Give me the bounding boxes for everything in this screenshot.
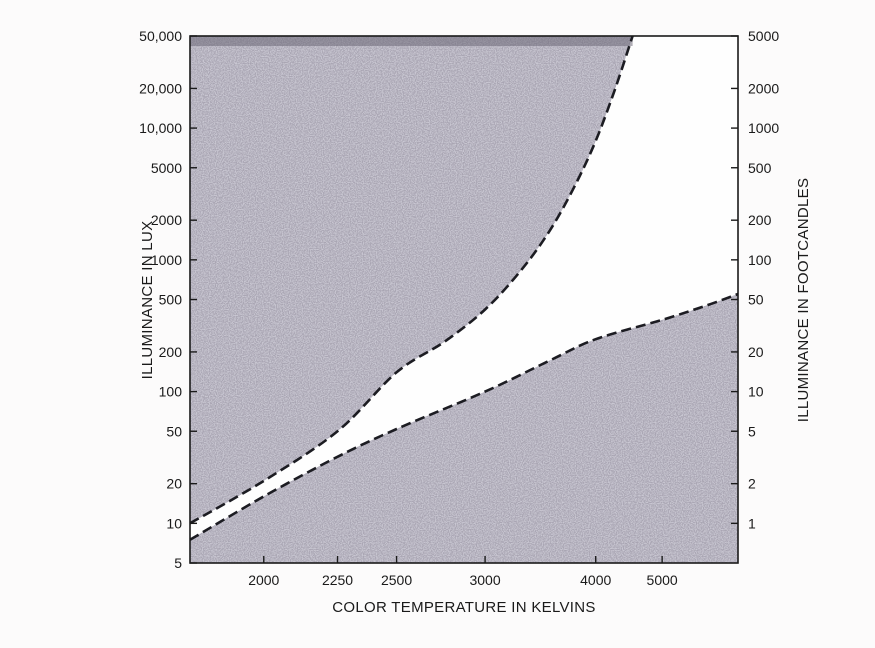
left-y-tick-label-8: 2000 [151, 212, 182, 228]
left-y-tick-label-4: 100 [159, 384, 183, 400]
left-y-tick-label-0: 5 [174, 555, 182, 571]
x-tick-label-2: 2500 [381, 572, 412, 588]
x-axis-ticks: 2000 2250 2500 3000 4000 5000 [248, 556, 678, 588]
left-y-tick-label-6: 500 [159, 292, 183, 308]
right-y-tick-label-5: 50 [748, 292, 764, 308]
top-edge-shading [190, 36, 633, 46]
right-y-tick-label-4: 20 [748, 344, 764, 360]
left-y-tick-label-3: 50 [166, 423, 182, 439]
right-y-axis-ticks: 1 2 5 10 20 50 100 200 500 1000 2000 5000 [731, 28, 779, 531]
left-y-tick-label-12: 50,000 [139, 28, 182, 44]
right-y-tick-label-3: 10 [748, 384, 764, 400]
shaded-region-texture-2 [190, 294, 738, 563]
shaded-regions [190, 36, 738, 563]
right-y-tick-label-11: 5000 [748, 28, 779, 44]
right-y-tick-label-7: 200 [748, 212, 772, 228]
x-tick-label-4: 4000 [580, 572, 611, 588]
left-y-tick-label-2: 20 [166, 476, 182, 492]
left-y-tick-label-7: 1000 [151, 252, 182, 268]
right-y-tick-label-10: 2000 [748, 80, 779, 96]
x-tick-label-5: 5000 [647, 572, 678, 588]
boundary-curve-1 [189, 35, 634, 525]
left-y-tick-label-10: 10,000 [139, 120, 182, 136]
right-y-tick-label-9: 1000 [748, 120, 779, 136]
x-tick-label-1: 2250 [322, 572, 353, 588]
x-tick-label-0: 2000 [248, 572, 279, 588]
right-y-tick-label-2: 5 [748, 423, 756, 439]
right-y-tick-label-0: 1 [748, 515, 756, 531]
x-tick-label-3: 3000 [469, 572, 500, 588]
left-y-axis-title: ILLUMINANCE IN LUX [139, 221, 156, 380]
left-y-tick-label-1: 10 [166, 515, 182, 531]
boundary-curves [189, 35, 739, 541]
left-y-axis-ticks: 5 10 20 50 100 200 500 1000 2000 5000 10,000 20,000… [139, 28, 197, 571]
left-y-tick-label-5: 200 [159, 344, 183, 360]
right-y-tick-label-6: 100 [748, 252, 772, 268]
left-y-tick-label-11: 20,000 [139, 80, 182, 96]
right-y-tick-label-1: 2 [748, 476, 756, 492]
right-y-tick-label-8: 500 [748, 160, 772, 176]
shaded-region-texture-1 [190, 36, 633, 524]
x-axis-title: COLOR TEMPERATURE IN KELVINS [332, 599, 595, 616]
right-y-axis-title: ILLUMINANCE IN FOOTCANDLES [795, 178, 812, 423]
left-y-tick-label-9: 5000 [151, 160, 182, 176]
